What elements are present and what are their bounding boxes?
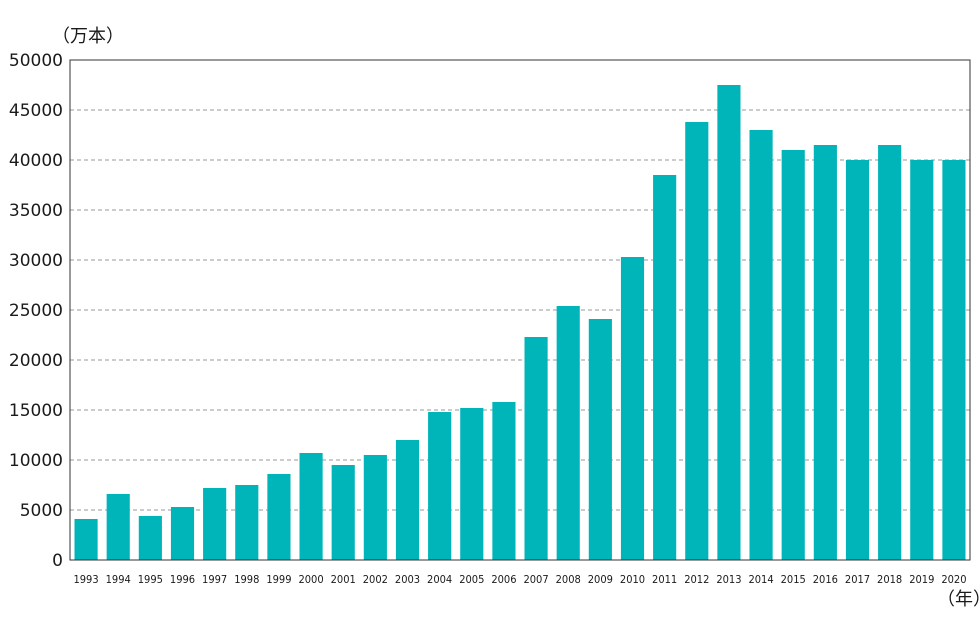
bar-2011 <box>653 175 677 560</box>
x-tick-label: 2008 <box>556 573 581 586</box>
x-tick-label: 1994 <box>106 573 131 586</box>
y-tick-labels: 0 5000 10000 15000 20000 25000 30000 35000 40000… <box>9 51 63 571</box>
bar-2001 <box>331 465 355 560</box>
bar-2005 <box>460 408 484 560</box>
bar-2006 <box>492 402 516 560</box>
x-tick-label: 2003 <box>395 573 420 586</box>
x-tick-label: 2013 <box>716 573 741 586</box>
bars <box>74 85 966 560</box>
x-tick-label: 2018 <box>877 573 902 586</box>
bar-2017 <box>845 160 870 560</box>
bar-2000 <box>299 453 323 560</box>
x-tick-label: 2002 <box>363 573 388 586</box>
x-tick-label: 2000 <box>298 573 323 586</box>
x-tick-label: 2009 <box>588 573 613 586</box>
x-tick-label: 1998 <box>234 573 259 586</box>
bar-1997 <box>203 488 227 560</box>
bar-2009 <box>588 319 612 560</box>
bar-2004 <box>428 412 452 560</box>
bar-2015 <box>781 150 805 560</box>
x-tick-label: 2010 <box>620 573 645 586</box>
y-tick-label: 40000 <box>9 151 63 171</box>
y-tick-label: 50000 <box>9 51 63 71</box>
bar-2019 <box>910 160 934 560</box>
bar-2020 <box>942 160 966 560</box>
y-tick-label: 20000 <box>9 351 63 371</box>
x-unit-label: （年） <box>937 589 980 610</box>
y-unit-label: （万本） <box>52 26 124 47</box>
x-tick-label: 2011 <box>652 573 677 586</box>
x-tick-label: 2006 <box>491 573 516 586</box>
y-tick-label: 35000 <box>9 201 63 221</box>
grid-lines <box>70 109 970 511</box>
y-tick-label: 30000 <box>9 251 63 271</box>
bar-1994 <box>106 494 130 560</box>
bar-2007 <box>524 337 548 560</box>
bar-2016 <box>813 145 837 560</box>
x-tick-label: 1993 <box>73 573 98 586</box>
x-tick-label: 2001 <box>331 573 356 586</box>
x-tick-label: 2015 <box>781 573 806 586</box>
x-tick-label: 2017 <box>845 573 870 586</box>
y-tick-label: 10000 <box>9 451 63 471</box>
bar-1993 <box>74 519 98 560</box>
x-tick-label: 2012 <box>684 573 709 586</box>
x-tick-label: 2020 <box>941 573 966 586</box>
bar-1999 <box>267 474 291 560</box>
x-tick-label: 2004 <box>427 573 452 586</box>
bar-2012 <box>685 122 709 560</box>
y-tick-label: 5000 <box>20 501 63 521</box>
x-tick-label: 1996 <box>170 573 195 586</box>
plot-frame <box>69 59 971 561</box>
bar-2008 <box>556 306 580 560</box>
bar-2002 <box>363 455 387 560</box>
bar-2014 <box>749 130 773 560</box>
y-tick-label: 0 <box>52 551 63 571</box>
x-tick-labels: 1993 1994 1995 1996 1997 1998 1999 2000 2001 2002… <box>73 573 966 586</box>
bar-1996 <box>170 507 195 560</box>
x-tick-label: 1995 <box>138 573 163 586</box>
y-tick-label: 15000 <box>9 401 63 421</box>
x-tick-label: 2016 <box>813 573 838 586</box>
y-tick-label: 45000 <box>9 101 63 121</box>
bar-2003 <box>395 440 420 560</box>
bar-2013 <box>717 85 741 560</box>
bar-2018 <box>878 145 902 560</box>
x-tick-label: 2007 <box>523 573 548 586</box>
x-tick-label: 2014 <box>748 573 773 586</box>
x-tick-label: 1997 <box>202 573 227 586</box>
y-tick-label: 25000 <box>9 301 63 321</box>
bar-1995 <box>138 516 162 560</box>
x-tick-label: 1999 <box>266 573 291 586</box>
bar-2010 <box>620 257 645 560</box>
x-tick-label: 2005 <box>459 573 484 586</box>
bar-1998 <box>235 485 259 560</box>
x-tick-label: 2019 <box>909 573 934 586</box>
